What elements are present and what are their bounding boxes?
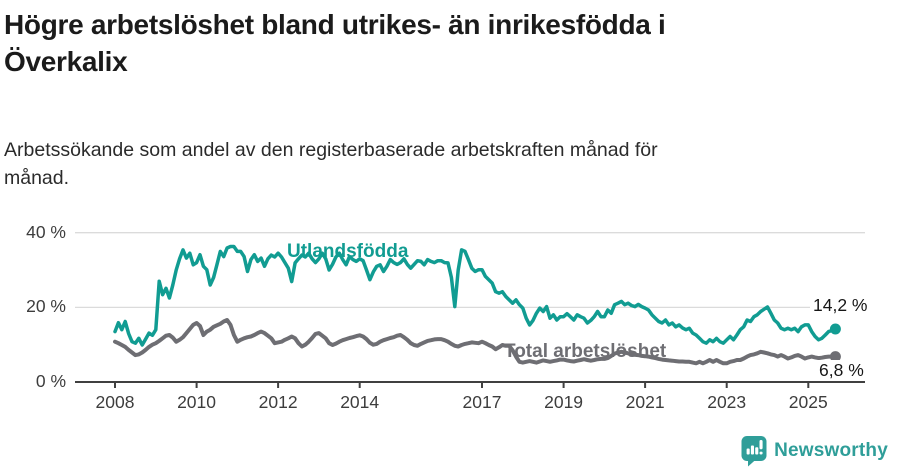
x-axis-tick-label: 2021	[625, 392, 665, 412]
series-end-dot-1	[829, 351, 841, 363]
x-axis-tick-label: 2023	[707, 392, 747, 412]
x-axis-tick-label: 2014	[340, 392, 380, 412]
chart-title-line-2: Överkalix	[4, 46, 128, 77]
chart-subtitle: Arbetssökande som andel av den registerb…	[4, 136, 864, 192]
x-axis-tick-label: 2019	[544, 392, 584, 412]
series-label-utlandsfodda: Utlandsfödda	[287, 241, 409, 262]
x-axis-tick-label: 2012	[258, 392, 298, 412]
series-label-total-arbetsloshet: Total arbetslöshet	[504, 341, 667, 362]
newsworthy-logo: Newsworthy	[741, 435, 888, 467]
chart-title-line-1: Högre arbetslöshet bland utrikes- än inr…	[4, 9, 666, 40]
series-end-dot-0	[829, 323, 841, 335]
x-axis-tick-label: 2025	[788, 392, 828, 412]
newsworthy-icon	[741, 436, 767, 467]
y-axis-tick-label: 40 %	[26, 221, 66, 242]
x-axis-tick-label: 2010	[177, 392, 217, 412]
y-axis-tick-label: 20 %	[26, 296, 66, 317]
x-axis-tick-label: 2017	[462, 392, 502, 412]
end-value-label-total: 6,8 %	[816, 360, 867, 381]
chart-subtitle-line-1: Arbetssökande som andel av den registerb…	[4, 139, 658, 161]
series-line-0	[113, 244, 838, 347]
x-axis-tick-label: 2008	[95, 392, 135, 412]
end-value-label-utlandsfodda: 14,2 %	[810, 295, 871, 316]
series-line-1	[113, 318, 838, 366]
chart-subtitle-line-2: månad.	[4, 167, 70, 189]
y-axis-tick-label: 0 %	[35, 371, 66, 391]
chart-title: Högre arbetslöshet bland utrikes- än inr…	[4, 6, 864, 80]
newsworthy-wordmark: Newsworthy	[774, 440, 888, 461]
